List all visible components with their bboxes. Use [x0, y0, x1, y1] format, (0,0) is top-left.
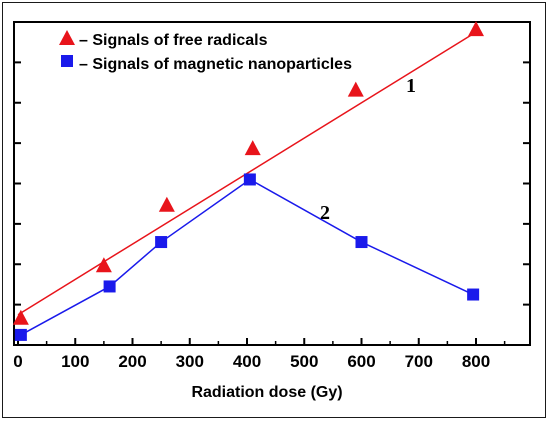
point-free-radicals-1 — [95, 257, 112, 273]
point-magnetic-nanoparticles-2 — [155, 236, 168, 249]
series-line-magnetic-nanoparticles — [20, 178, 474, 336]
point-free-radicals-4 — [347, 81, 364, 97]
x-ticks: 0 100 200 300 400 500 600 700 800 — [13, 338, 506, 371]
point-free-radicals-2 — [158, 196, 175, 212]
point-free-radicals-5 — [468, 21, 484, 37]
point-magnetic-nanoparticles-4 — [355, 236, 368, 249]
x-tick-label-100: 100 — [61, 352, 89, 371]
x-tick-label-800: 800 — [462, 352, 490, 371]
x-tick-label-700: 700 — [405, 352, 433, 371]
x-axis-title: Radiation dose (Gy) — [191, 384, 342, 401]
curve-label-1: 1 — [406, 75, 416, 97]
curve-labels: 12 — [320, 75, 416, 224]
x-tick-label-500: 500 — [290, 352, 318, 371]
point-magnetic-nanoparticles-5 — [467, 288, 480, 301]
x-tick-label-0: 0 — [13, 352, 22, 371]
x-tick-label-400: 400 — [233, 352, 261, 371]
x-tick-label-600: 600 — [347, 352, 375, 371]
x-tick-label-300: 300 — [176, 352, 204, 371]
trendline-free-radicals — [17, 31, 477, 316]
point-free-radicals-3 — [244, 140, 261, 156]
chart-frame — [2, 2, 546, 418]
legend-marker-free-radicals — [59, 30, 75, 45]
y-ticks — [14, 61, 530, 306]
series-lines — [17, 31, 477, 336]
legend: – Signals of free radicals – Signals of m… — [59, 30, 352, 73]
point-magnetic-nanoparticles-1 — [103, 280, 116, 293]
series-markers — [12, 21, 484, 341]
point-free-radicals-0 — [12, 309, 29, 325]
x-tick-label-200: 200 — [118, 352, 146, 371]
legend-marker-magnetic-nanoparticles — [61, 55, 73, 67]
legend-label-free-radicals: – Signals of free radicals — [79, 32, 268, 49]
point-magnetic-nanoparticles-3 — [243, 173, 256, 186]
legend-label-magnetic-nanoparticles: – Signals of magnetic nanoparticles — [79, 56, 352, 73]
curve-label-2: 2 — [320, 202, 330, 224]
point-magnetic-nanoparticles-0 — [14, 328, 27, 341]
